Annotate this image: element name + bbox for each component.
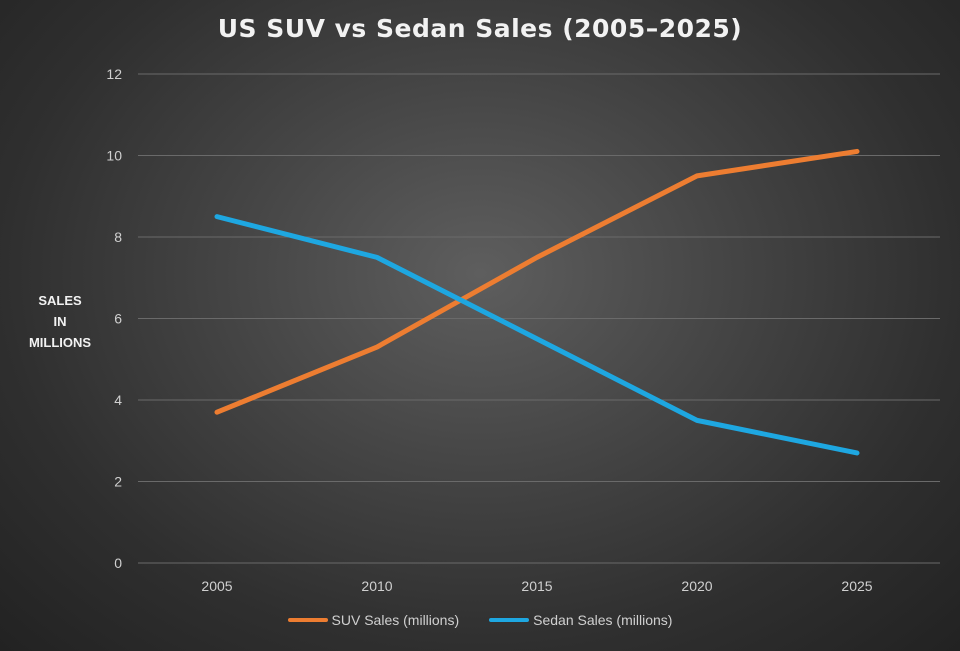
y-tick-label: 2 — [114, 474, 122, 490]
x-tick-label: 2005 — [201, 578, 232, 594]
y-axis-title-line-1: SALES — [38, 293, 82, 308]
y-tick-label: 10 — [106, 148, 122, 164]
y-tick-label: 0 — [114, 555, 122, 571]
y-tick-label: 12 — [106, 66, 122, 82]
chart-title: US SUV vs Sedan Sales (2005–2025) — [217, 14, 743, 43]
legend: SUV Sales (millions) Sedan Sales (million… — [0, 612, 960, 628]
y-axis-title-line-3: MILLIONS — [28, 335, 92, 350]
legend-label: Sedan Sales (millions) — [533, 612, 673, 628]
x-tick-label: 2020 — [681, 578, 712, 594]
x-tick-label: 2010 — [361, 578, 392, 594]
series-line-sedan — [214, 214, 860, 456]
y-axis-title-line-2: IN — [53, 314, 67, 329]
y-tick-label: 8 — [114, 229, 122, 245]
y-tick-label: 4 — [114, 392, 122, 408]
legend-swatch — [287, 618, 328, 622]
y-axis-title: SALES IN MILLIONS — [10, 290, 110, 353]
legend-item-suv: SUV Sales (millions) — [287, 612, 460, 628]
y-tick-label: 6 — [114, 311, 122, 327]
x-tick-label: 2025 — [841, 578, 872, 594]
legend-item-sedan: Sedan Sales (millions) — [489, 612, 672, 628]
legend-label: SUV Sales (millions) — [331, 612, 460, 628]
series-line-suv — [214, 148, 860, 415]
x-tick-label: 2015 — [521, 578, 552, 594]
legend-swatch — [489, 618, 530, 622]
